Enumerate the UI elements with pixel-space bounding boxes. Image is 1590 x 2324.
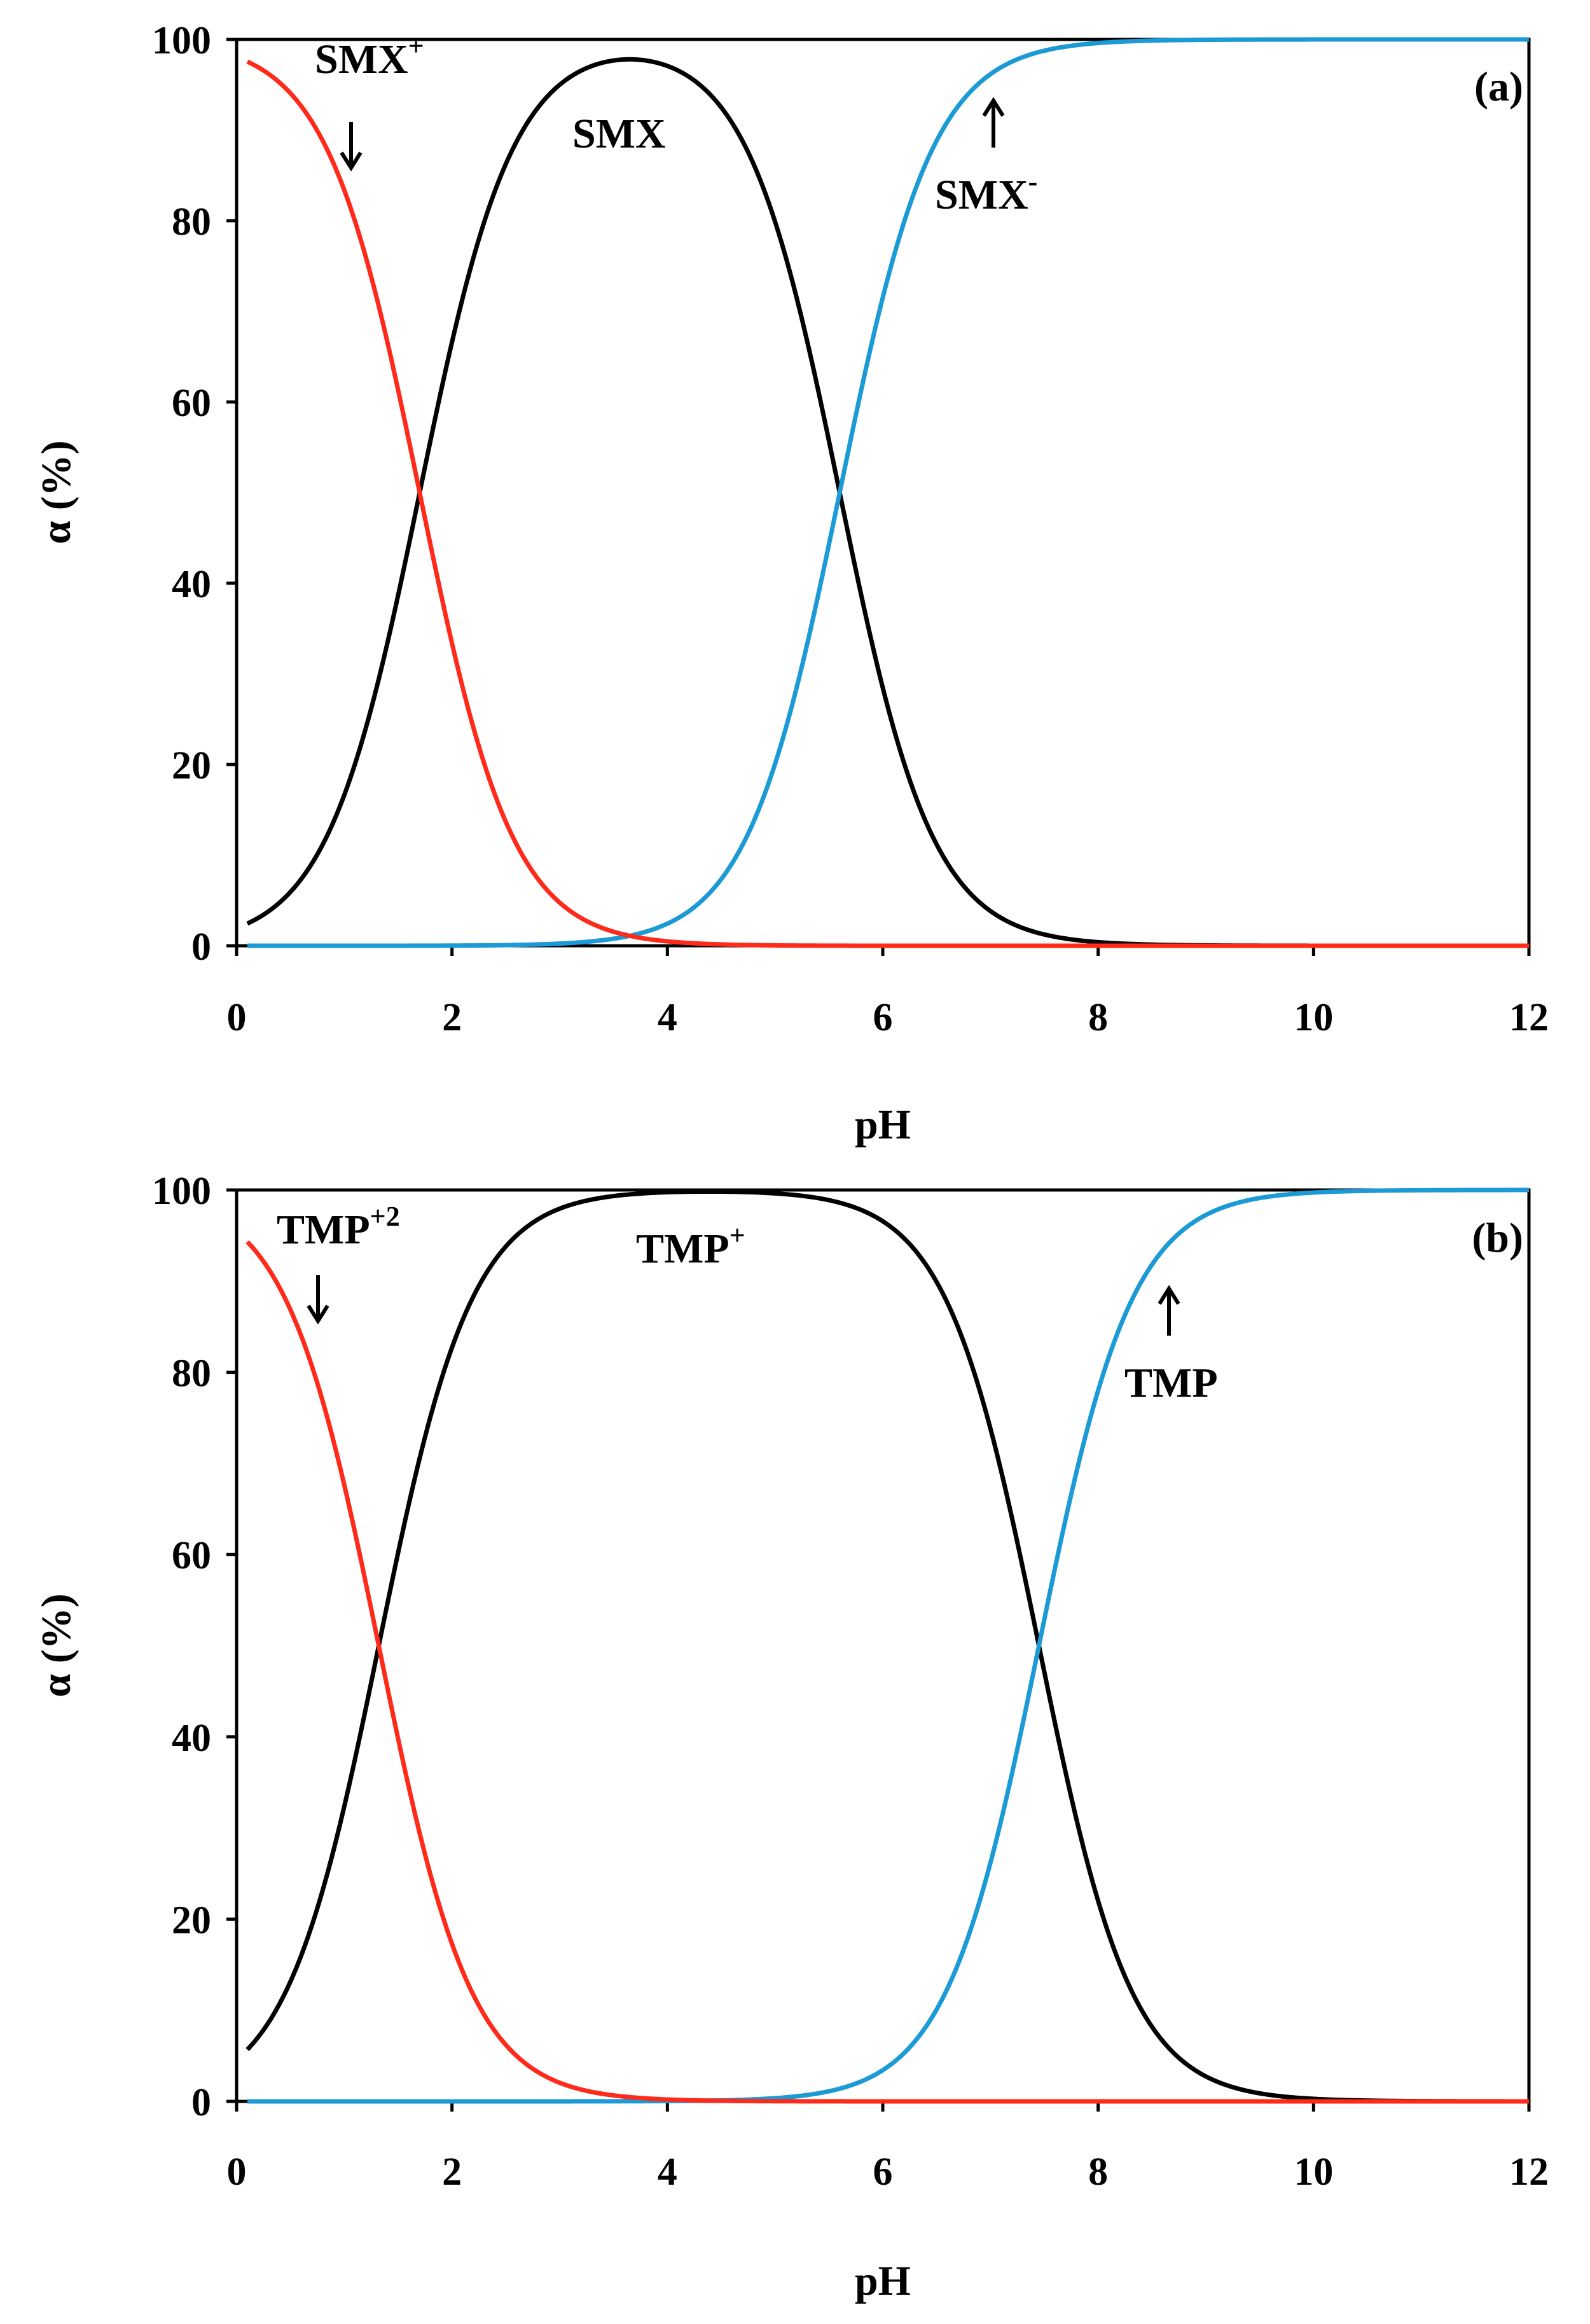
arrow-tmp-plus2 xyxy=(307,1275,329,1325)
arrow-smx-plus xyxy=(340,122,363,172)
y-tick-label-a-2: 40 xyxy=(172,563,211,606)
plot-frame-b xyxy=(235,1188,1531,2103)
series-protonated-a xyxy=(246,59,1530,948)
label-smx-plus-base: SMX xyxy=(315,36,408,83)
label-smx-minus-sup: - xyxy=(1028,166,1038,197)
label-smx-plus-sup: + xyxy=(408,31,424,62)
label-smx: SMX xyxy=(572,111,666,157)
y-tick-label-b-4: 80 xyxy=(172,1352,211,1395)
label-tmp-plus: TMP+ xyxy=(636,1220,745,1272)
label-tmp: TMP xyxy=(1124,1360,1218,1406)
x-tick-label-b-5: 10 xyxy=(1294,2150,1333,2194)
y-tick-label-a-1: 20 xyxy=(172,744,211,787)
x-tick-label-a-0: 0 xyxy=(227,996,247,1039)
x-tick-label-a-1: 2 xyxy=(442,996,462,1039)
x-tick-label-b-1: 2 xyxy=(442,2150,462,2194)
series-neutral-a xyxy=(246,57,1530,948)
y-tick-label-a-0: 0 xyxy=(191,925,211,969)
x-axis-label-a: pH xyxy=(855,1102,911,1148)
y-tick-label-b-1: 20 xyxy=(172,1899,211,1942)
x-tick-label-b-6: 12 xyxy=(1509,2150,1549,2194)
series-group-a xyxy=(246,37,1530,948)
arrow-smx-minus xyxy=(982,97,1005,148)
series-neutral-b xyxy=(245,1189,1530,2104)
label-smx-minus: SMX- xyxy=(935,166,1037,218)
x-axis-label-b: pH xyxy=(855,2258,911,2304)
y-tick-label-b-0: 0 xyxy=(191,2081,211,2124)
x-tick-label-b-4: 8 xyxy=(1088,2150,1108,2194)
label-tmp-plus-base: TMP xyxy=(636,1226,729,1272)
ticks-a: 0 2 4 6 8 10 12 0 20 40 60 80 100 xyxy=(152,19,1549,1039)
plot-frame-a xyxy=(235,38,1531,948)
y-tick-label-b-2: 40 xyxy=(172,1717,211,1760)
series-deprotonated-a xyxy=(247,37,1530,948)
y-axis-label-a: α (%) xyxy=(33,440,80,544)
x-tick-label-b-2: 4 xyxy=(658,2150,677,2194)
y-tick-label-b-3: 60 xyxy=(172,1534,211,1577)
y-tick-label-b-5: 100 xyxy=(152,1170,211,1213)
y-tick-label-a-3: 60 xyxy=(172,382,211,425)
label-smx-minus-base: SMX xyxy=(935,172,1028,218)
label-smx-plus: SMX+ xyxy=(315,31,424,83)
x-tick-label-a-6: 12 xyxy=(1509,996,1549,1039)
panel-label-a: (a) xyxy=(1474,64,1523,110)
series-protonated-b xyxy=(245,1240,1530,2104)
x-tick-label-b-0: 0 xyxy=(227,2150,247,2194)
y-tick-label-a-4: 80 xyxy=(172,200,211,244)
y-tick-label-a-5: 100 xyxy=(152,19,211,62)
series-group-b xyxy=(245,1187,1530,2104)
x-tick-label-a-3: 6 xyxy=(873,996,893,1039)
label-tmp-plus2-base: TMP xyxy=(277,1207,370,1253)
ticks-b: 0 2 4 6 8 10 12 0 20 40 60 80 100 xyxy=(152,1170,1549,2194)
x-tick-label-a-5: 10 xyxy=(1294,996,1333,1039)
y-axis-label-b: α (%) xyxy=(33,1593,80,1697)
panel-label-b: (b) xyxy=(1472,1215,1523,1261)
x-tick-label-a-2: 4 xyxy=(658,996,677,1039)
x-tick-label-b-3: 6 xyxy=(873,2150,893,2194)
x-tick-label-a-4: 8 xyxy=(1088,996,1108,1039)
label-tmp-plus2: TMP+2 xyxy=(277,1201,400,1253)
arrow-tmp xyxy=(1158,1285,1180,1336)
label-tmp-plus-sup: + xyxy=(729,1220,745,1251)
label-tmp-plus2-sup: +2 xyxy=(370,1201,400,1232)
series-deprotonated-b xyxy=(247,1187,1530,2104)
